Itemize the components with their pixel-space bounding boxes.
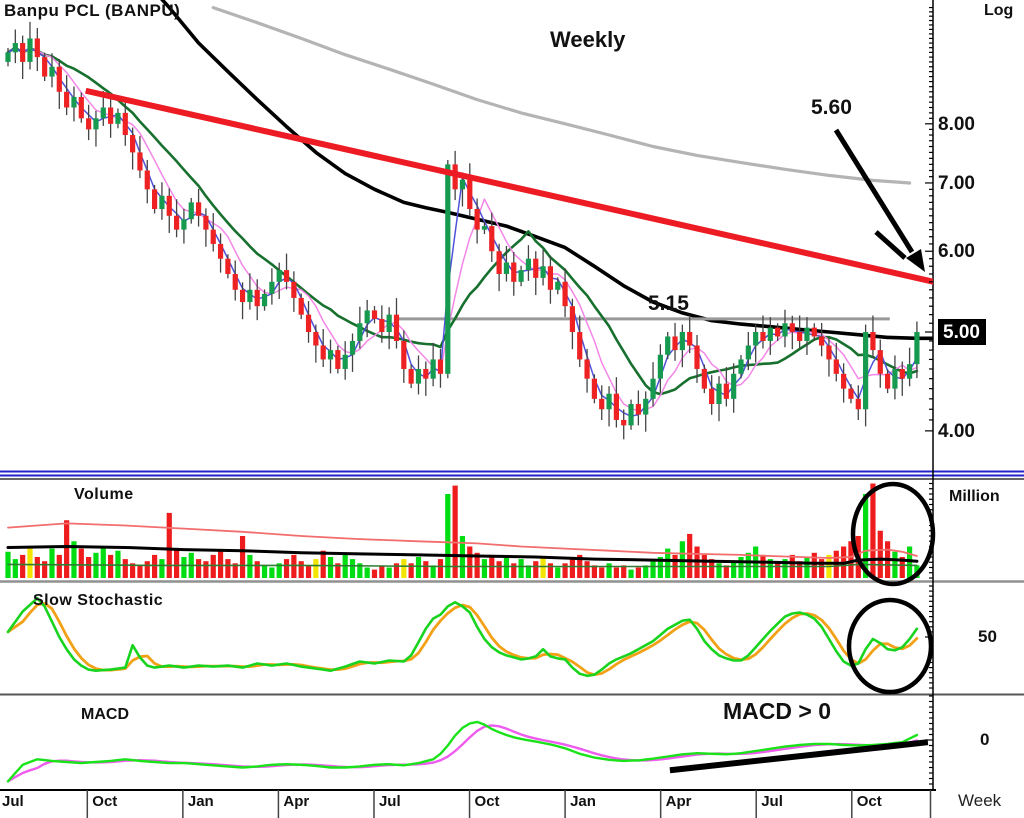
price-tick-4.00: 4.00 [938,420,975,442]
price-tick-7.00: 7.00 [938,172,975,194]
stochastic-mid-label: 50 [978,627,997,646]
month-label-9-oct: Oct [856,793,882,810]
log-scale-label: Log [984,2,1014,19]
breakout-level-label: 5.15 [648,292,689,315]
price-tick-5.00: 5.00 [938,319,986,346]
month-label-0-jul: Jul [2,793,24,810]
month-label-5-oct: Oct [474,793,500,810]
x-axis-unit-label: Week [958,791,1002,810]
month-label-2-jan: Jan [187,793,214,810]
month-label-7-apr: Apr [665,793,692,810]
timeframe-label: Weekly [550,27,626,52]
month-label-3-apr: Apr [283,793,310,810]
volume-panel [5,483,920,578]
stochastic-panel-label: Slow Stochastic [33,592,164,609]
macd-panel [6,720,919,783]
month-label-8-jul: Jul [761,793,783,810]
month-label-4-jul: Jul [378,793,401,810]
symbol-title: Banpu PCL (BANPU) [4,1,181,20]
stochastic-panel [6,596,919,678]
month-label-6-jan: Jan [570,793,596,810]
macd-zero-label: 0 [980,730,990,749]
resistance-price-label: 5.60 [811,96,852,119]
volume-panel-label: Volume [74,486,134,503]
price-tick-6.00: 6.00 [938,241,975,263]
price-tick-8.00: 8.00 [938,113,975,135]
price-panel [5,0,933,440]
macd-positive-annotation: MACD > 0 [723,698,831,724]
macd-panel-label: MACD [81,706,129,723]
volume-unit-label: Million [949,488,1000,505]
month-label-1-oct: Oct [92,793,118,810]
